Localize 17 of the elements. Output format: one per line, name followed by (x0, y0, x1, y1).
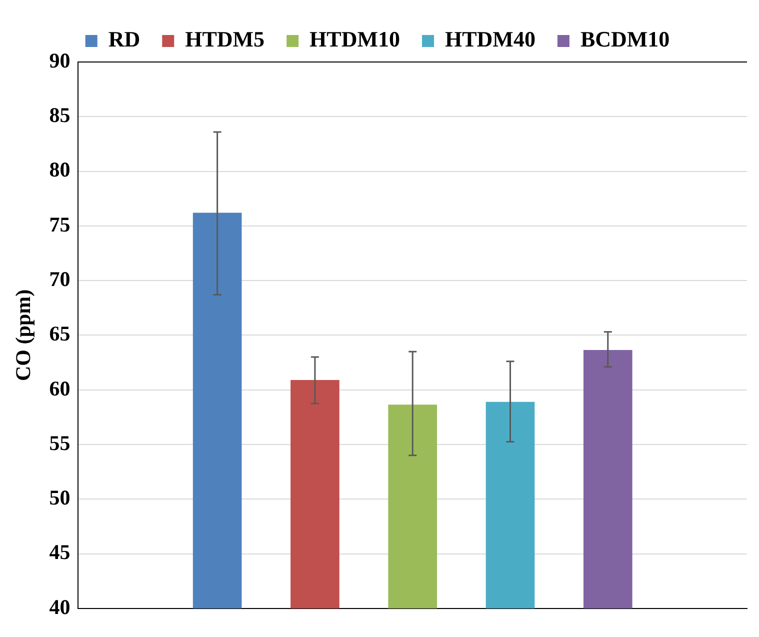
legend-label: BCDM10 (580, 26, 670, 52)
y-tick-label: 75 (49, 212, 70, 236)
y-tick-label: 70 (49, 266, 70, 291)
legend-label: HTDM5 (185, 26, 265, 52)
y-tick-label: 65 (49, 322, 70, 346)
y-tick-label: 55 (49, 430, 70, 455)
legend-label: HTDM40 (445, 26, 536, 52)
y-tick-label: 85 (49, 103, 70, 128)
y-axis-title: CO (ppm) (11, 289, 36, 381)
legend-label: HTDM10 (310, 26, 400, 52)
y-tick-label: 80 (49, 158, 70, 182)
y-tick-label: 40 (49, 594, 70, 619)
y-tick-label: 90 (49, 48, 70, 72)
legend-label: RD (108, 26, 140, 52)
y-tick-label: 60 (49, 376, 70, 400)
y-tick-label: 45 (49, 540, 70, 564)
y-tick-label: 50 (49, 486, 70, 510)
